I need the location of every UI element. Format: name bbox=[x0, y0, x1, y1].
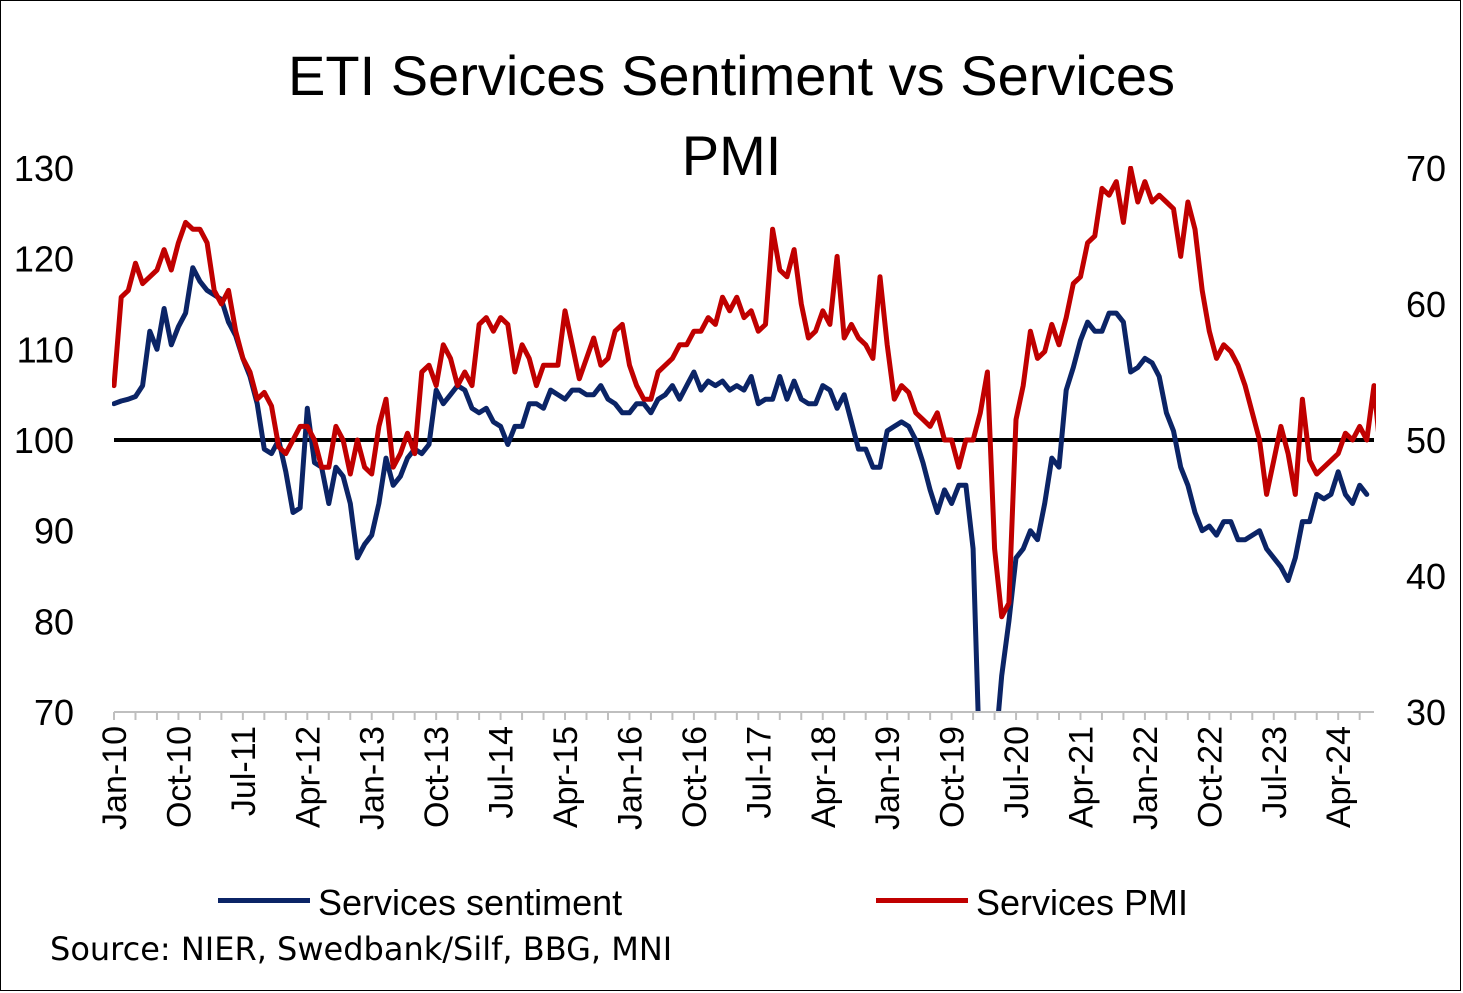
legend-swatch-pmi bbox=[876, 898, 968, 903]
y-right-tick-label: 70 bbox=[1406, 148, 1446, 189]
x-tick-label: Apr-21 bbox=[1062, 726, 1100, 828]
legend-swatch-sentiment bbox=[218, 898, 310, 903]
y-left-tick-label: 90 bbox=[34, 511, 74, 552]
x-tick-label: Oct-13 bbox=[418, 726, 456, 828]
y-left-tick-label: 130 bbox=[14, 148, 74, 189]
legend-label-pmi: Services PMI bbox=[976, 882, 1189, 923]
x-tick-label: Jan-16 bbox=[611, 726, 649, 830]
x-tick-label: Jul-20 bbox=[998, 726, 1036, 819]
x-tick-label: Jul-14 bbox=[483, 726, 521, 819]
y-right-tick-label: 30 bbox=[1406, 692, 1446, 733]
legend-item-services-sentiment[interactable]: Services sentiment bbox=[218, 880, 718, 923]
chart-title-line-2: PMI bbox=[681, 124, 782, 187]
x-tick-label: Oct-16 bbox=[676, 726, 714, 828]
y-left-tick-label: 110 bbox=[17, 329, 74, 370]
legend-item-services-pmi[interactable]: Services PMI bbox=[876, 880, 1296, 923]
x-tick-label: Jan-13 bbox=[354, 726, 392, 830]
x-tick-label: Apr-15 bbox=[547, 726, 585, 828]
x-tick-label: Jan-22 bbox=[1127, 726, 1165, 830]
series-line-services-pmi bbox=[112, 166, 1376, 620]
y-right-tick-label: 40 bbox=[1406, 556, 1446, 597]
x-tick-label: Oct-19 bbox=[934, 726, 972, 828]
y-left-tick-label: 100 bbox=[14, 420, 74, 461]
x-tick-label: Jul-23 bbox=[1256, 726, 1294, 819]
legend-label-sentiment: Services sentiment bbox=[318, 882, 623, 923]
series-layer bbox=[112, 166, 1376, 712]
y-right-tick-label: 60 bbox=[1406, 284, 1446, 325]
x-tick-label: Jul-11 bbox=[225, 726, 263, 816]
axis-layer: Jan-10 Oct-10 Jul-11 Apr-12 Jan-13 Oct-13 Jul-… bbox=[14, 148, 1446, 830]
y-left-tick-label: 120 bbox=[14, 239, 74, 280]
x-tick-label: Oct-10 bbox=[160, 726, 198, 828]
y-left-tick-label: 80 bbox=[34, 601, 74, 642]
x-tick-label: Apr-12 bbox=[289, 726, 327, 828]
chart-title-line-1: ETI Services Sentiment vs Services bbox=[288, 44, 1175, 107]
x-tick-label: Jan-10 bbox=[96, 726, 134, 830]
x-tick-label: Jul-17 bbox=[740, 726, 778, 819]
y-left-tick-label: 70 bbox=[34, 692, 74, 733]
x-tick-label: Jan-19 bbox=[869, 726, 907, 830]
x-tick-label: Oct-22 bbox=[1191, 726, 1229, 828]
x-tick-label: Apr-18 bbox=[805, 726, 843, 828]
source-note: Source: NIER, Swedbank/Silf, BBG, MNI bbox=[50, 930, 673, 968]
series-line-services-sentiment bbox=[112, 265, 1370, 712]
x-tick-label: Apr-24 bbox=[1320, 726, 1358, 828]
y-right-tick-label: 50 bbox=[1406, 420, 1446, 461]
